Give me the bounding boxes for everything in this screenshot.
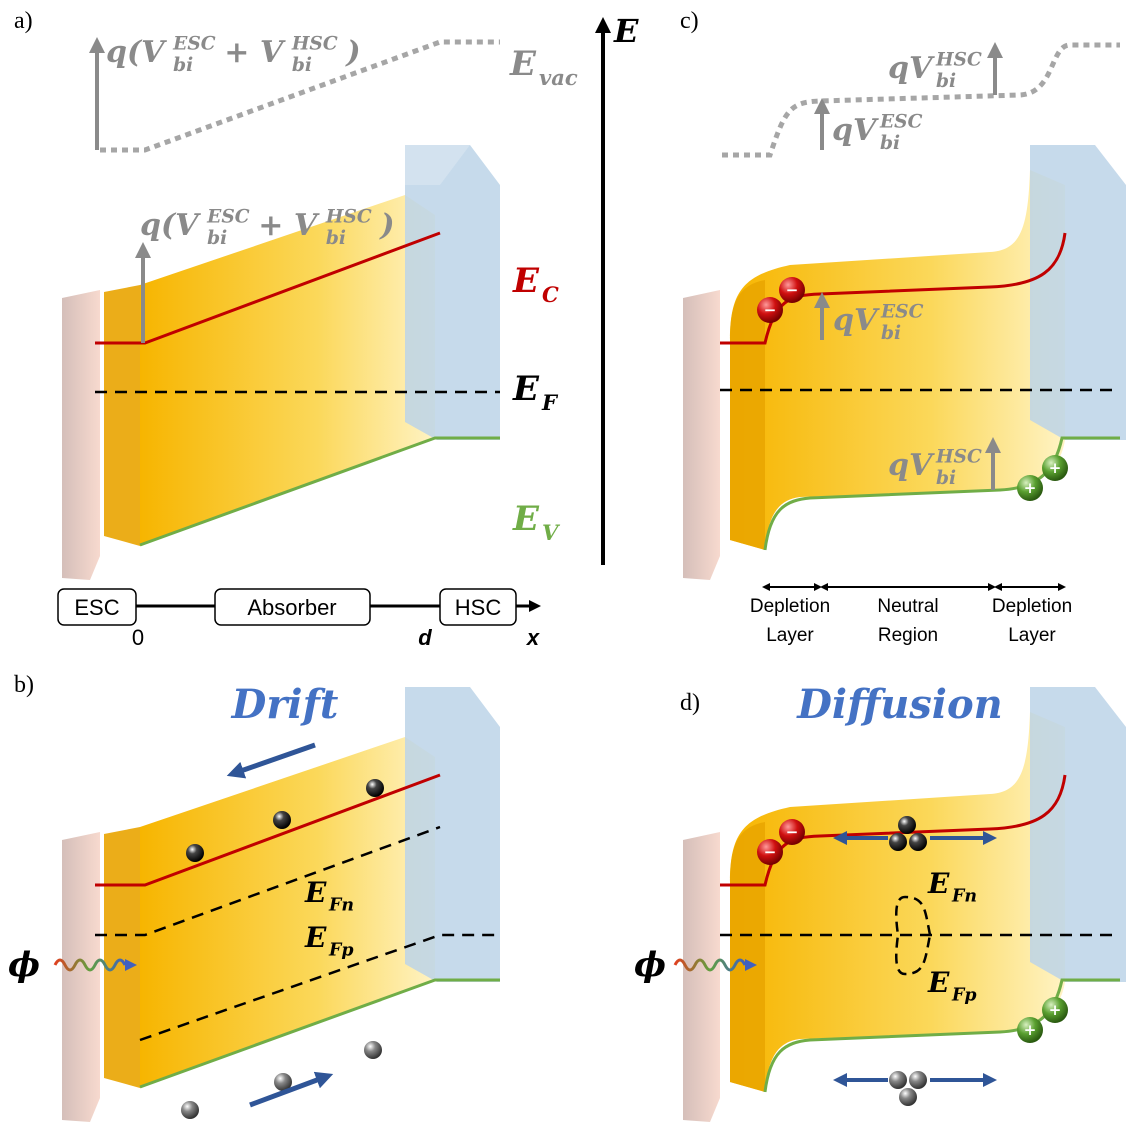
region-label: Depletion — [750, 596, 830, 617]
region-label: Layer — [766, 625, 814, 646]
efn-label: E — [304, 876, 327, 909]
band-step-label-sub: bi — [207, 228, 227, 249]
vacuum-step-label-sup: HSC — [291, 33, 338, 54]
evac-label: E — [509, 44, 537, 84]
tick-label: d — [418, 625, 432, 650]
cb-esc-label-sub: bi — [881, 323, 901, 344]
electron-sign: − — [786, 823, 799, 841]
efp-label-sub: Fp — [328, 940, 353, 960]
ec-label-sub: C — [542, 282, 559, 307]
ec-label: E — [512, 261, 540, 301]
hole-sign: + — [1024, 1021, 1037, 1039]
efn-label-sub: Fn — [328, 895, 354, 915]
electron-sign: − — [764, 301, 777, 319]
vac-hsc-label-sub: bi — [936, 71, 956, 92]
box-label: HSC — [455, 595, 502, 620]
ev-label-sub: V — [542, 520, 561, 545]
band-step-label: ) — [378, 208, 394, 243]
vac-esc-label-sup: ESC — [879, 111, 923, 132]
ev-label: E — [512, 499, 540, 539]
efp-label: E — [927, 966, 950, 999]
tick-label: 0 — [132, 625, 144, 650]
vacuum-step-label: + V — [224, 35, 286, 70]
vb-hsc-label-sub: bi — [936, 468, 956, 489]
efp-label-sub: Fp — [951, 985, 976, 1005]
vac-esc-label: qV — [832, 113, 879, 148]
vac-hsc-label: qV — [888, 51, 935, 86]
panel-label: b) — [14, 672, 34, 698]
vacuum-step-label-sub: bi — [292, 55, 312, 76]
vb-hsc-label-sup: HSC — [935, 446, 982, 467]
box-label: ESC — [74, 595, 119, 620]
panel-b-shapes — [55, 687, 500, 1122]
band-step-label: + V — [258, 208, 320, 243]
panel-title: Drift — [231, 681, 339, 728]
figure: a)c)b)d)q(VESCbi+ VHSCbi)Evacq(VESCbi+ V… — [0, 0, 1126, 1124]
electron-sign: − — [764, 843, 777, 861]
panel-label: c) — [680, 8, 699, 34]
x-axis-label: x — [526, 625, 540, 650]
region-label: Neutral — [877, 596, 938, 617]
vacuum-step-label: ) — [344, 35, 360, 70]
panel-label: d) — [680, 690, 700, 716]
panel-d-shapes — [675, 687, 1126, 1122]
band-step-label-sub: bi — [326, 228, 346, 249]
vb-hsc-label: qV — [888, 448, 935, 483]
region-label: Depletion — [992, 596, 1072, 617]
cb-esc-label-sup: ESC — [880, 301, 924, 322]
ef-label-sub: F — [541, 390, 559, 415]
region-label: Region — [878, 625, 938, 646]
efn-label: E — [927, 867, 950, 900]
ef-label: E — [512, 369, 540, 409]
photon-label: ϕ — [8, 945, 40, 985]
efn-label-sub: Fn — [951, 886, 977, 906]
efp-label: E — [304, 921, 327, 954]
region-label: Layer — [1008, 625, 1056, 646]
photon-label: ϕ — [634, 945, 666, 985]
evac-label-sub: vac — [539, 65, 578, 90]
vacuum-step-label-sup: ESC — [172, 33, 216, 54]
band-step-label: q(V — [140, 208, 201, 243]
cb-esc-label: qV — [833, 303, 880, 338]
box-label: Absorber — [247, 595, 336, 620]
band-step-label-sup: ESC — [206, 206, 250, 227]
hole-sign: + — [1049, 1001, 1062, 1019]
band-step-label-sup: HSC — [325, 206, 372, 227]
vac-esc-label-sub: bi — [880, 133, 900, 154]
energy-axis-label: E — [613, 12, 639, 50]
hole-sign: + — [1024, 479, 1037, 497]
hole-sign: + — [1049, 459, 1062, 477]
vac-hsc-label-sup: HSC — [935, 49, 982, 70]
panel-title: Diffusion — [796, 681, 1003, 728]
panel-label: a) — [14, 8, 33, 34]
electron-sign: − — [786, 281, 799, 299]
vacuum-step-label-sub: bi — [173, 55, 193, 76]
vacuum-step-label: q(V — [106, 35, 167, 70]
